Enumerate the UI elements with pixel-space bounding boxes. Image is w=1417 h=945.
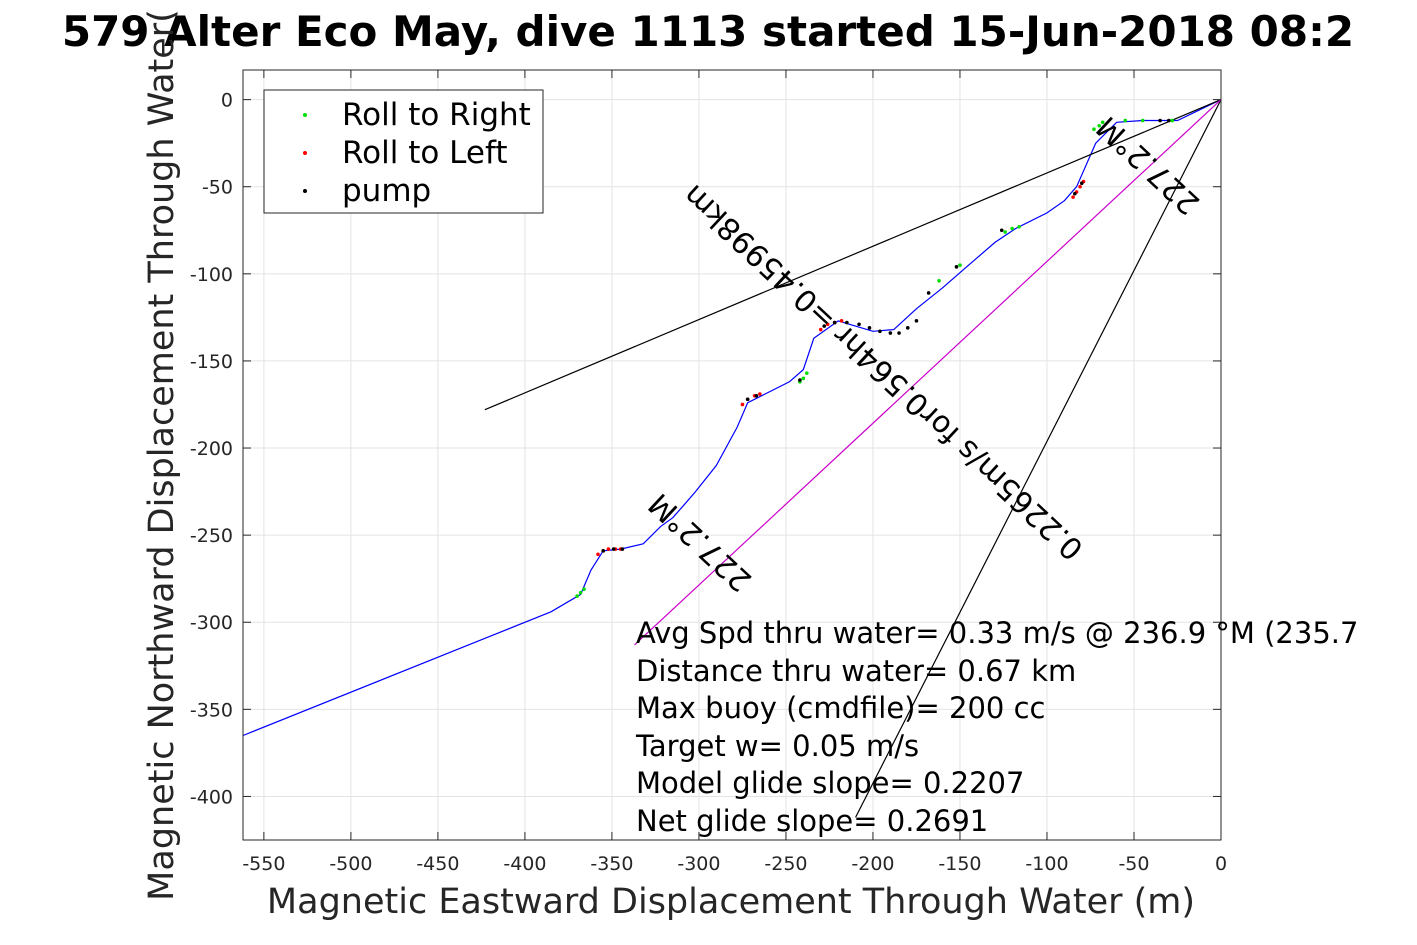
- net-heading-line: [634, 99, 1222, 646]
- marker-points: [575, 118, 1175, 598]
- roll-right-point: [801, 376, 806, 381]
- pump-point: [1166, 118, 1171, 123]
- y-tick-label: -350: [190, 699, 233, 721]
- y-tick-label: -150: [190, 351, 233, 373]
- y-axis-label: Magnetic Northward Displacement Through …: [142, 9, 182, 901]
- y-tick-label: -50: [202, 177, 233, 199]
- annotation-model-glide: Model glide slope= 0.2207: [636, 766, 1024, 800]
- roll-right-point: [937, 278, 941, 283]
- x-tick-label: -200: [851, 853, 894, 875]
- pump-point: [601, 549, 606, 553]
- annotation-net-glide: Net glide slope= 0.2691: [636, 804, 988, 838]
- y-tick-label: -100: [190, 264, 233, 286]
- roll-right-point: [805, 371, 809, 375]
- pump-point: [620, 547, 625, 551]
- roll-right-point: [1003, 230, 1008, 234]
- pump-point: [1073, 191, 1077, 196]
- pump-point: [914, 319, 919, 323]
- roll-right-point: [958, 263, 962, 267]
- annotation-distance: Distance thru water= 0.67 km: [636, 654, 1076, 688]
- pump-point: [745, 397, 750, 402]
- glide-cone-upper-line: [484, 99, 1222, 411]
- pump-point: [1079, 181, 1084, 186]
- roll-left-point: [740, 402, 745, 407]
- reference-lines: [484, 99, 1222, 818]
- pump-point: [845, 320, 849, 325]
- roll-right-point: [575, 594, 579, 598]
- roll-left-point: [818, 327, 823, 332]
- pump-point: [905, 326, 910, 330]
- pump-point: [611, 547, 616, 551]
- legend-box: [263, 89, 544, 214]
- speed-distance-label: 0.2265m/s for0.564hr =0.45998km: [677, 177, 1091, 566]
- legend-label-pump: pump: [342, 173, 431, 209]
- x-tick-label: -350: [590, 853, 633, 875]
- y-tick-label: -200: [190, 438, 233, 460]
- heading-label-start: 227.2°M: [642, 486, 759, 598]
- pump-point: [926, 291, 931, 295]
- roll-left-point: [606, 547, 611, 551]
- pump-point: [798, 378, 802, 382]
- x-tick-label: -500: [329, 853, 372, 875]
- legend-label-roll-left: Roll to Left: [342, 135, 508, 171]
- plot-frame: [242, 69, 1222, 841]
- pump-point: [999, 228, 1004, 233]
- x-tick-label: -250: [764, 853, 807, 875]
- glider-track-line: [242, 99, 1222, 737]
- x-tick-label: -50: [1118, 853, 1149, 875]
- legend-marker-roll-right: [303, 113, 307, 117]
- roll-right-point: [578, 590, 583, 595]
- roll-left-point: [758, 392, 762, 396]
- pump-point: [1158, 118, 1162, 123]
- pump-point: [897, 331, 901, 335]
- x-tick-label: -150: [938, 853, 981, 875]
- pump-point: [822, 324, 827, 328]
- pump-point: [857, 322, 861, 327]
- roll-right-point: [582, 587, 586, 591]
- x-tick-label: -450: [416, 853, 459, 875]
- pump-point: [878, 329, 882, 334]
- annotation-max-buoy: Max buoy (cmdfile)= 200 cc: [636, 691, 1045, 725]
- glide-cone-lower-line: [855, 99, 1222, 818]
- roll-left-point: [1071, 195, 1075, 199]
- annotation-avg-speed: Avg Spd thru water= 0.33 m/s @ 236.9 °M …: [636, 616, 1358, 650]
- pump-point: [888, 331, 893, 335]
- annotation-target-w: Target w= 0.05 m/s: [635, 729, 919, 763]
- x-tick-label: -400: [503, 853, 546, 875]
- stats-annotation: Avg Spd thru water= 0.33 m/s @ 236.9 °M …: [635, 616, 1358, 838]
- y-tick-label: -400: [190, 786, 233, 808]
- y-tick-label: -300: [190, 612, 233, 634]
- roll-left-point: [825, 322, 830, 327]
- axis-ticks: -550 -500 -450 -400 -350 -300 -250 -200 -150 -100…: [190, 70, 1227, 875]
- y-tick-label: -250: [190, 525, 233, 547]
- x-tick-label: -550: [242, 853, 285, 875]
- pump-point: [954, 265, 959, 269]
- x-tick-label: -300: [677, 853, 720, 875]
- legend-marker-roll-left: [303, 151, 307, 155]
- pump-point: [867, 326, 872, 330]
- pump-point: [754, 393, 759, 398]
- chart-title: 579 Alter Eco May, dive 1113 started 15-…: [62, 7, 1354, 56]
- roll-right-point: [1092, 127, 1096, 132]
- roll-right-point: [1017, 224, 1021, 229]
- roll-left-point: [839, 319, 844, 323]
- roll-right-point: [1010, 226, 1014, 231]
- roll-right-point: [1140, 118, 1145, 123]
- roll-right-point: [1123, 118, 1128, 123]
- roll-left-point: [1078, 184, 1082, 189]
- track-layer: [242, 99, 1222, 737]
- roll-right-point: [1097, 123, 1101, 128]
- x-axis-label: Magnetic Eastward Displacement Through W…: [267, 882, 1195, 922]
- x-tick-label: -100: [1025, 853, 1068, 875]
- roll-right-point: [1100, 120, 1105, 125]
- legend-label-roll-right: Roll to Right: [342, 97, 531, 133]
- legend: Roll to Right Roll to Left pump: [263, 89, 544, 214]
- x-tick-label: 0: [1215, 853, 1227, 875]
- roll-right-point: [1170, 118, 1175, 123]
- roll-left-point: [596, 552, 600, 557]
- pump-point: [832, 320, 837, 325]
- y-tick-label: 0: [221, 90, 233, 112]
- legend-marker-pump: [303, 189, 307, 193]
